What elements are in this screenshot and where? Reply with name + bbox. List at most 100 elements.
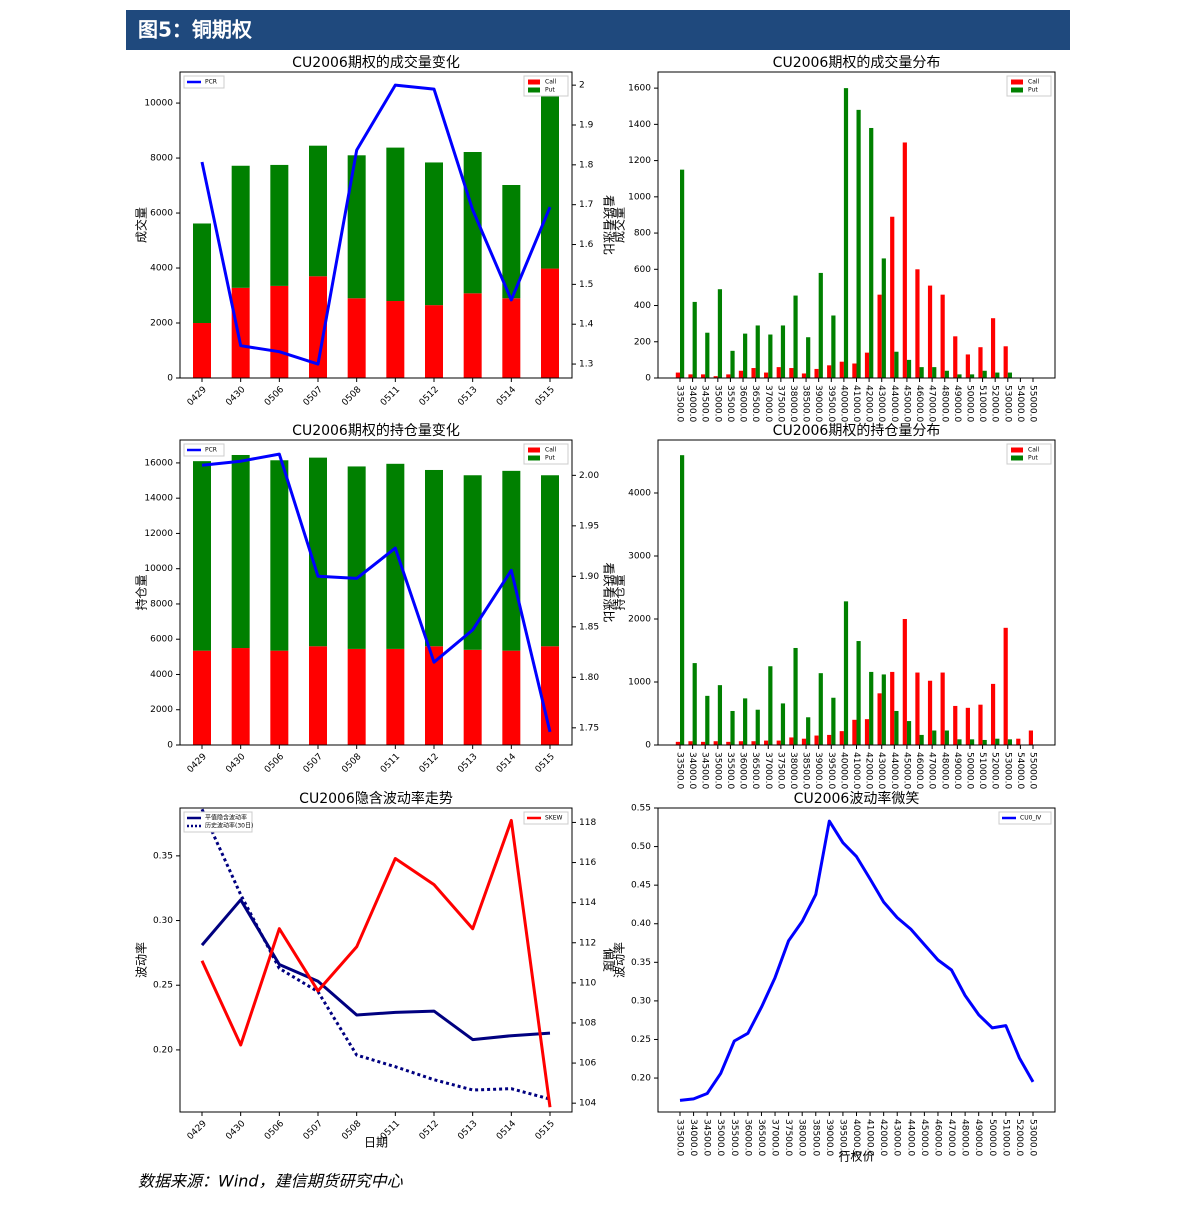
bar [919, 367, 924, 378]
tick-label: 2000 [150, 319, 173, 329]
bar [502, 298, 521, 378]
x-tick-label: 38500.0 [801, 385, 811, 422]
tick-label: 0.35 [153, 851, 173, 861]
x-tick-label: 0514 [495, 385, 518, 408]
tick-label: 3000 [628, 551, 651, 561]
tick-label: 1200 [628, 156, 651, 166]
x-tick-label: 41000.0 [865, 1119, 875, 1156]
bar [978, 347, 983, 378]
bar [953, 336, 958, 378]
legend-swatch [1011, 87, 1023, 93]
legend-swatch [528, 79, 540, 85]
bar [881, 674, 886, 745]
bar [386, 301, 405, 378]
x-tick-label: 34000.0 [687, 385, 697, 422]
bar [776, 740, 781, 745]
tick-label: 106 [579, 1059, 596, 1069]
bar [877, 693, 882, 745]
bar [768, 666, 773, 745]
bar [705, 332, 710, 378]
x-tick-label: 37000.0 [763, 752, 773, 789]
bar [425, 469, 443, 647]
chart-title: CU2006期权的持仓量分布 [773, 423, 941, 439]
x-tick-label: 39500.0 [826, 752, 836, 789]
x-tick-label: 0512 [418, 752, 441, 775]
x-tick-label: 0506 [263, 385, 286, 408]
tick-label: 1.80 [579, 673, 599, 683]
bar [806, 717, 811, 745]
bar [347, 648, 366, 745]
x-tick-label: 0514 [495, 752, 518, 775]
legend-label: Put [1028, 455, 1038, 462]
bar [347, 298, 366, 378]
x-tick-label: 54000.0 [1015, 752, 1025, 789]
bar [856, 109, 861, 379]
legend-swatch [528, 87, 540, 93]
x-tick-label: 46000.0 [914, 752, 924, 789]
y-axis-label: 成交量 [134, 207, 149, 243]
legend-label: Put [545, 87, 555, 94]
x-tick-label: 39000.0 [824, 1119, 834, 1156]
legend-swatch [1011, 455, 1023, 461]
x-tick-label: 44000.0 [889, 385, 899, 422]
tick-label: 1000 [628, 677, 651, 687]
y-axis-label: 持仓量 [612, 574, 627, 610]
tick-label: 0.30 [153, 916, 173, 926]
tick-label: 200 [634, 337, 651, 347]
legend-swatch [1011, 447, 1023, 453]
x-tick-label: 36000.0 [738, 385, 748, 422]
bar [940, 672, 945, 745]
bar [894, 351, 899, 378]
legend-label: PCR [205, 79, 217, 86]
bar [541, 646, 559, 745]
bar [680, 455, 685, 745]
tick-label: 1000 [628, 192, 651, 202]
bar [793, 647, 798, 745]
x-tick-label: 35500.0 [725, 752, 735, 789]
bar [906, 359, 912, 378]
x-tick-label: 0429 [186, 752, 209, 775]
legend-label: Put [1028, 87, 1038, 94]
bar [751, 368, 756, 378]
x-tick-label: 0507 [302, 1119, 325, 1142]
legend-label: Call [1028, 79, 1040, 86]
tick-label: 1.90 [579, 572, 599, 582]
bar [814, 735, 819, 745]
x-tick-label: 0507 [302, 385, 325, 408]
tick-label: 1.4 [579, 320, 594, 330]
bar [957, 739, 962, 745]
x-axis-label: 日期 [364, 1136, 388, 1150]
x-tick-label: 49000.0 [952, 752, 962, 789]
x-tick-label: 52000.0 [990, 752, 1000, 789]
x-tick-label: 38500.0 [810, 1119, 820, 1156]
bar [675, 741, 680, 745]
tick-label: 12000 [144, 529, 173, 539]
tick-label: 6000 [150, 635, 173, 645]
bar [1016, 738, 1021, 745]
bar [425, 162, 443, 306]
bar [806, 337, 811, 378]
bar [502, 470, 521, 651]
tick-label: 0.30 [631, 996, 651, 1006]
y-axis-label: 成交量 [612, 207, 627, 243]
x-tick-label: 0508 [340, 385, 363, 408]
bar [953, 705, 958, 745]
tick-label: 2.00 [579, 471, 599, 481]
bar [730, 710, 735, 745]
legend-box [183, 443, 225, 457]
x-tick-label: 34500.0 [700, 752, 710, 789]
bar [726, 741, 731, 745]
bar [713, 376, 718, 378]
bar [839, 731, 844, 745]
x-tick-label: 47000.0 [927, 752, 937, 789]
bar [692, 663, 697, 745]
tick-label: 0.20 [153, 1045, 173, 1055]
x-tick-label: 0508 [340, 1119, 363, 1142]
x-tick-label: 47000.0 [927, 385, 937, 422]
x-tick-label: 39000.0 [813, 385, 823, 422]
line-series [200, 898, 551, 1042]
bar [755, 325, 760, 378]
y-axis-label: 波动率 [134, 942, 149, 978]
x-tick-label: 53000.0 [1002, 385, 1012, 422]
x-tick-label: 55000.0 [1028, 752, 1038, 789]
